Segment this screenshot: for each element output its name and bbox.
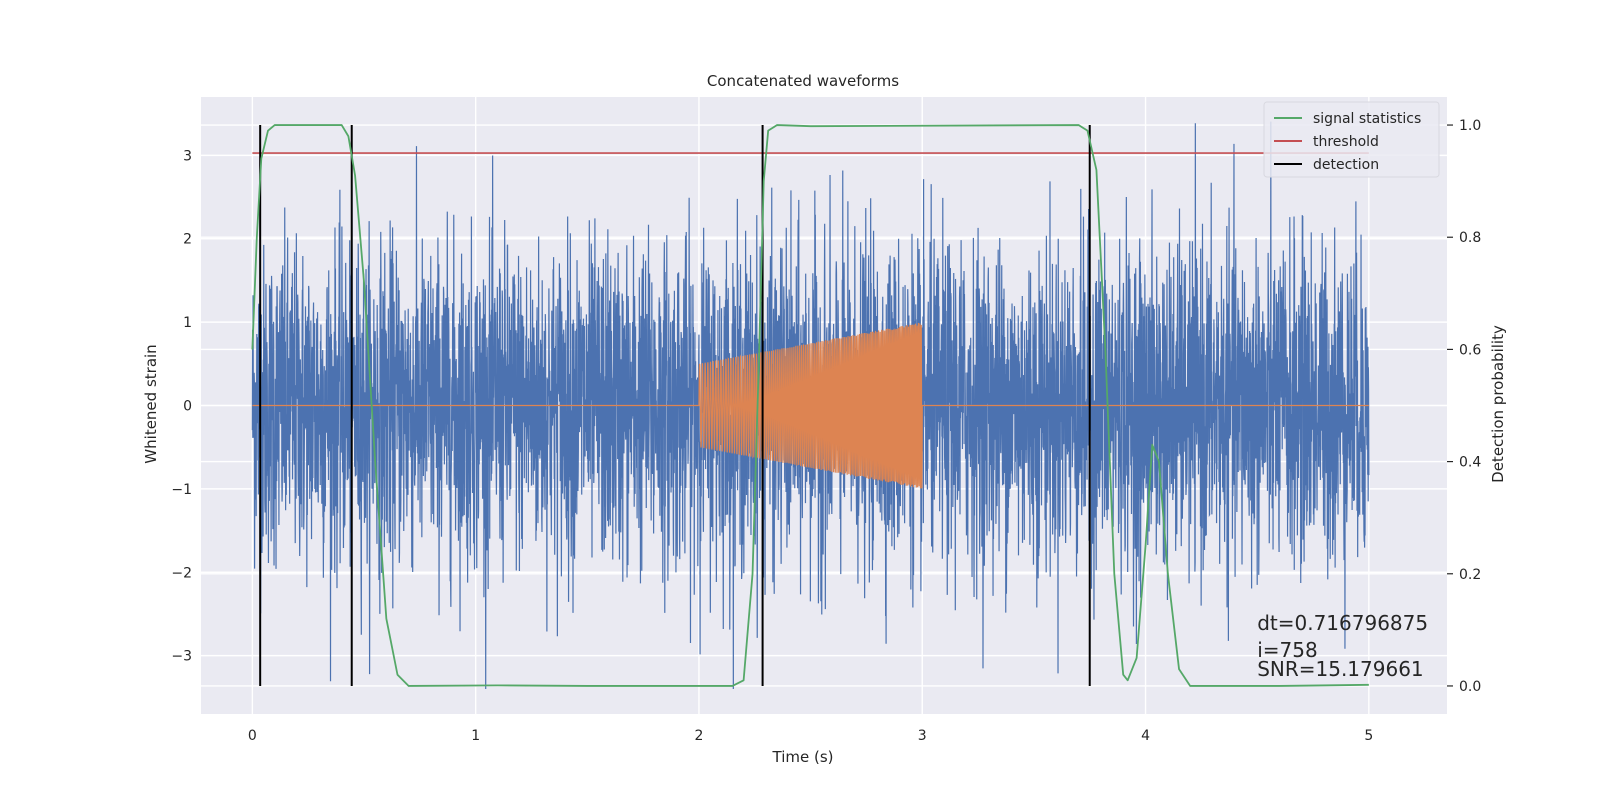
legend-label: threshold [1313, 134, 1379, 150]
series-signal-statistics [251, 124, 1369, 687]
x-axis-label: Time (s) [772, 748, 834, 766]
x-tick-label: 5 [1364, 728, 1373, 744]
series-injected-signal [252, 322, 1369, 489]
y-right-tick-label: 0.2 [1459, 567, 1481, 583]
x-tick-label: 0 [248, 728, 257, 744]
y-left-tick-label: 1 [183, 315, 192, 331]
injected-signal-line [252, 322, 1369, 489]
y-right-tick-label: 0.0 [1459, 679, 1481, 695]
x-tick-label: 2 [694, 728, 703, 744]
x-tick-label: 1 [471, 728, 480, 744]
y-axis-right-ticks: 0.0 0.2 0.4 0.6 0.8 1.0 [1447, 118, 1481, 695]
signal-statistics-line [251, 124, 1369, 687]
annotation-text: dt=0.716796875 [1257, 611, 1428, 635]
series-detection [259, 125, 1091, 686]
y-right-tick-label: 0.6 [1459, 342, 1481, 358]
x-axis-ticks: 0 1 2 3 4 5 [248, 728, 1373, 744]
annotation-text: SNR=15.179661 [1257, 657, 1423, 681]
y-left-tick-label: 2 [183, 232, 192, 248]
y-axis-right-label: Detection probability [1489, 325, 1507, 483]
y-left-tick-label: −1 [171, 482, 192, 498]
legend-box [1263, 101, 1440, 178]
y-left-tick-label: 3 [183, 148, 192, 164]
x-tick-label: 3 [918, 728, 927, 744]
x-tick-label: 4 [1141, 728, 1150, 744]
y-left-tick-label: −2 [171, 565, 192, 581]
legend-label: signal statistics [1313, 111, 1421, 127]
chart-title: Concatenated waveforms [707, 72, 899, 90]
y-right-tick-label: 1.0 [1459, 118, 1481, 134]
legend: signal statistics threshold detection [1263, 101, 1440, 178]
legend-label: detection [1313, 157, 1379, 173]
y-right-tick-label: 0.8 [1459, 230, 1481, 246]
y-left-tick-label: −3 [171, 649, 192, 665]
y-axis-left-label: Whitened strain [142, 344, 160, 463]
y-axis-left-ticks: −3 −2 −1 0 1 2 3 [171, 148, 192, 664]
y-left-tick-label: 0 [183, 399, 192, 415]
annotation-text: i=758 [1257, 638, 1318, 662]
y-right-tick-label: 0.4 [1459, 455, 1481, 471]
